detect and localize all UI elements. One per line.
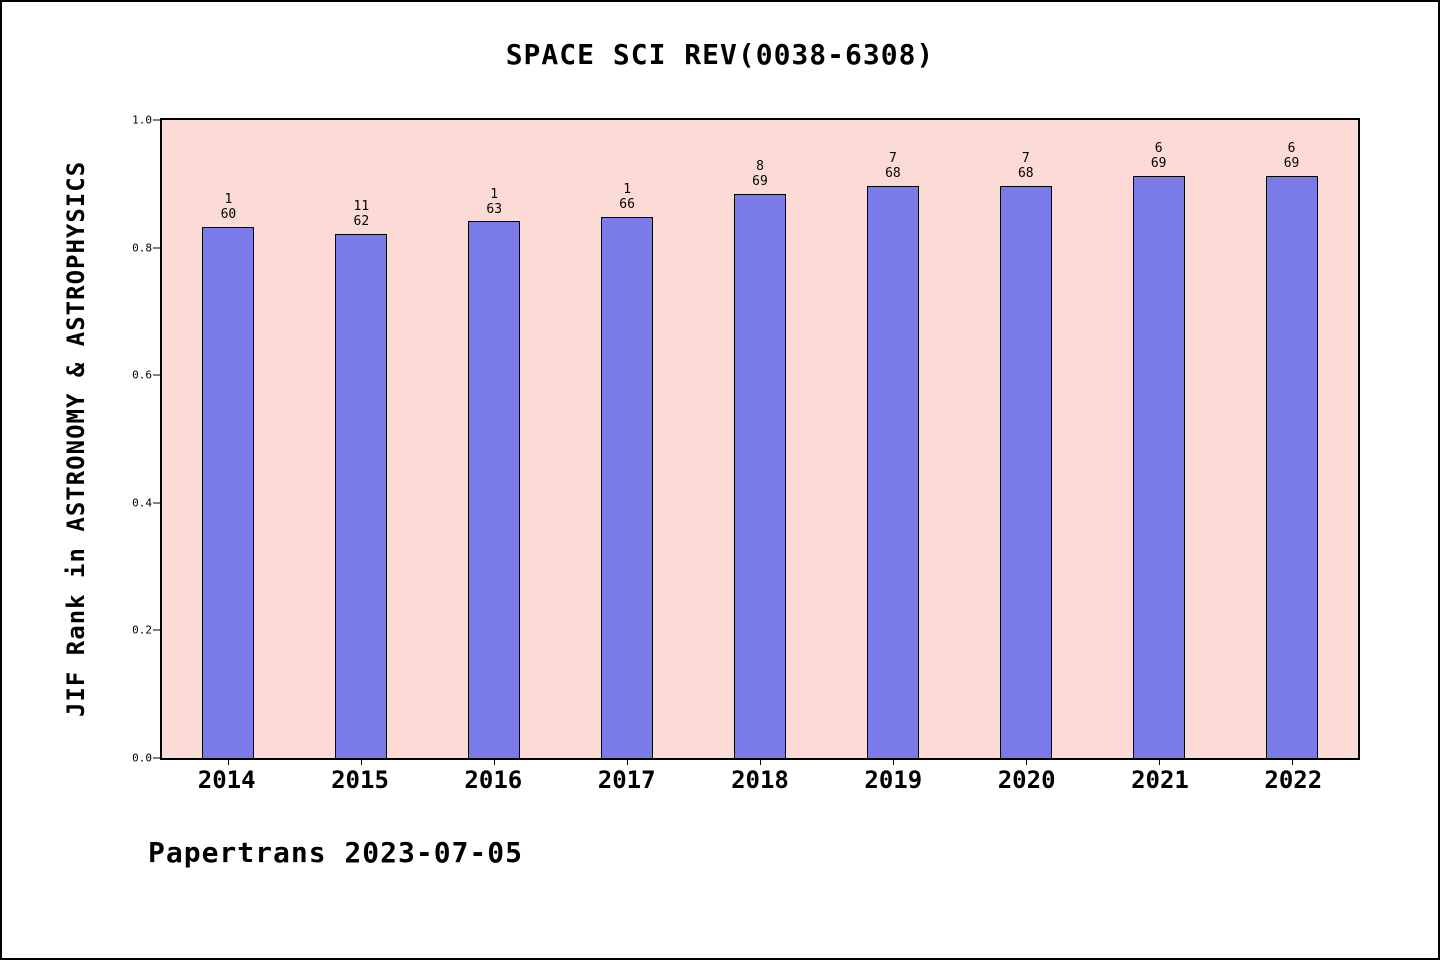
bar-2015 — [335, 233, 388, 758]
rank-value: 7 — [888, 150, 897, 166]
x-tick-mark — [494, 758, 496, 765]
x-tick-label-2020: 2020 — [997, 766, 1056, 794]
rank-value: 6 — [1287, 140, 1296, 156]
total-value: 69 — [752, 174, 768, 190]
bar-2020 — [999, 185, 1052, 758]
x-tick-mark — [228, 758, 230, 765]
x-axis-labels: 2014 2015 2016 2017 2018 2019 2020 2021 2022 — [160, 766, 1360, 794]
bar-value-label-2014: 1 60 — [220, 191, 237, 223]
bar-slot-2018: 8 69 — [694, 120, 827, 765]
bar-value-label-2019: 7 68 — [885, 150, 901, 182]
y-tick-label: 0.2 — [132, 623, 152, 637]
total-value: 63 — [486, 201, 503, 217]
bar-value-label-2022: 6 69 — [1283, 140, 1300, 172]
rank-value: 1 — [623, 182, 632, 198]
bar-2019 — [866, 185, 919, 758]
bar-2016 — [468, 221, 521, 758]
rank-value: 8 — [756, 159, 764, 175]
x-tick-label-2018: 2018 — [731, 766, 789, 794]
plot-area: 1 60 11 62 1 63 1 66 8 69 7 68 7 68 6 69 6 69 0.0 0.2 0.4 0.… — [132, 114, 1360, 765]
y-tick-mark — [153, 247, 160, 249]
y-tick-label: 0.0 — [132, 751, 152, 765]
bar-slot-2022: 6 69 — [1225, 120, 1358, 765]
bar-slot-2020: 7 68 — [959, 120, 1092, 765]
rank-value: 7 — [1021, 150, 1030, 166]
x-tick-label-2016: 2016 — [464, 766, 523, 794]
bar-slot-2021: 6 69 — [1092, 120, 1225, 765]
y-tick-label: 0.6 — [132, 368, 152, 382]
bar-value-label-2016: 1 63 — [486, 186, 503, 218]
y-tick-label: 0.8 — [132, 241, 152, 255]
bar-value-label-2017: 1 66 — [619, 182, 635, 213]
total-value: 62 — [353, 213, 370, 229]
y-tick-mark — [153, 629, 160, 631]
x-tick-mark — [1291, 758, 1293, 765]
x-tick-mark — [1025, 758, 1027, 765]
bar-value-label-2018: 8 69 — [752, 159, 768, 190]
bar-value-label-2021: 6 69 — [1150, 140, 1167, 172]
y-tick-mark — [153, 502, 160, 504]
total-value: 66 — [619, 197, 635, 213]
bar-slot-2019: 7 68 — [826, 120, 959, 765]
y-tick-mark — [153, 374, 160, 376]
y-tick-mark — [153, 757, 160, 759]
x-tick-mark — [892, 758, 894, 765]
rank-value: 1 — [224, 191, 233, 207]
bar-slot-2017: 1 66 — [561, 120, 694, 765]
x-tick-mark — [361, 758, 363, 765]
x-tick-mark — [627, 758, 629, 765]
bar-2021 — [1132, 175, 1185, 758]
rank-value: 1 — [490, 186, 499, 202]
bar-2018 — [734, 194, 786, 758]
x-tick-mark — [760, 758, 761, 765]
bar-2014 — [202, 226, 255, 758]
bar-slot-2015: 11 62 — [295, 120, 428, 765]
total-value: 60 — [220, 206, 237, 222]
rank-value: 6 — [1154, 140, 1163, 156]
y-tick-mark — [153, 119, 160, 121]
x-tick-mark — [1158, 758, 1160, 765]
total-value: 68 — [885, 165, 901, 181]
bar-2017 — [601, 216, 654, 758]
bar-value-label-2020: 7 68 — [1017, 150, 1034, 182]
y-tick-label: 1.0 — [132, 113, 152, 127]
bar-value-label-2015: 11 62 — [353, 198, 370, 230]
y-tick-label: 0.4 — [132, 496, 152, 510]
x-tick-label-2021: 2021 — [1131, 766, 1189, 794]
x-tick-label-2022: 2022 — [1264, 766, 1323, 794]
total-value: 69 — [1150, 155, 1167, 171]
total-value: 68 — [1017, 165, 1034, 181]
bar-2022 — [1265, 175, 1318, 758]
bars-row: 1 60 11 62 1 63 1 66 8 69 7 68 7 68 6 69 6 69 — [162, 120, 1358, 765]
footer-note: Papertrans 2023-07-05 — [148, 836, 524, 869]
y-axis-label: JIF Rank in ASTRONOMY & ASTROPHYSICS — [62, 160, 90, 718]
x-tick-label-2015: 2015 — [331, 766, 389, 794]
x-tick-label-2019: 2019 — [864, 766, 923, 794]
rank-value: 11 — [353, 198, 370, 214]
bar-slot-2014: 1 60 — [162, 120, 295, 765]
bar-slot-2016: 1 63 — [428, 120, 561, 765]
x-tick-label-2017: 2017 — [597, 766, 656, 794]
x-tick-label-2014: 2014 — [197, 766, 256, 794]
chart-title: SPACE SCI REV(0038-6308) — [505, 38, 935, 71]
total-value: 69 — [1283, 155, 1300, 171]
